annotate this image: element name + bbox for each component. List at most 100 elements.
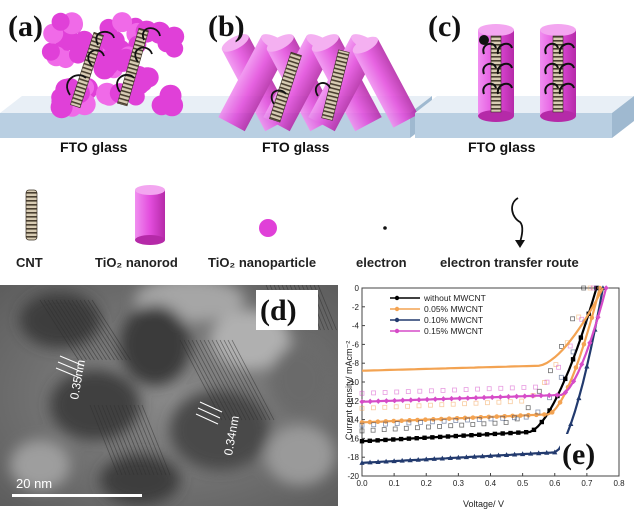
dark-series-marker xyxy=(370,427,376,433)
dark-series-marker xyxy=(371,390,377,396)
fringe-line xyxy=(187,339,231,421)
series-marker xyxy=(375,398,381,404)
fringe-line xyxy=(313,285,333,331)
series-marker xyxy=(528,450,534,456)
lattice-spacing-marker-2 xyxy=(195,401,223,425)
series-marker xyxy=(391,397,398,404)
dark-series-marker xyxy=(405,403,411,409)
electron-route-arrows-c xyxy=(482,42,575,95)
fringe-line xyxy=(75,299,115,361)
series-marker xyxy=(570,357,576,362)
x-tick-label: 0.2 xyxy=(421,479,433,488)
dark-series-marker xyxy=(418,419,424,425)
dark-series-marker xyxy=(536,388,542,394)
x-tick-label: 0.0 xyxy=(356,479,368,488)
dark-series-marker xyxy=(500,415,506,421)
x-tick-label: 0.1 xyxy=(389,479,401,488)
lattice-spacing-label-2: 0.34nm xyxy=(221,415,242,457)
dark-series-marker xyxy=(426,424,431,430)
fringe-line xyxy=(137,404,167,476)
legend-electron-label: electron xyxy=(356,255,407,270)
nanoparticle xyxy=(159,84,182,107)
dark-series-marker xyxy=(470,422,476,427)
series-marker xyxy=(547,408,552,413)
series-marker xyxy=(375,419,381,425)
dark-series-marker xyxy=(370,405,376,411)
x-tick-label: 0.3 xyxy=(453,479,465,488)
legend-marker xyxy=(394,317,400,323)
dark-series-marker xyxy=(359,405,365,411)
series-marker xyxy=(414,436,419,441)
dark-series-marker xyxy=(486,386,492,392)
scale-bar-label: 20 nm xyxy=(16,476,52,491)
series-marker xyxy=(497,394,503,400)
dark-series-marker xyxy=(359,390,365,396)
series-marker xyxy=(383,419,389,424)
series-marker xyxy=(391,437,396,442)
fringe-line xyxy=(199,339,243,421)
fringe-line xyxy=(51,299,91,361)
fringe-line xyxy=(183,339,227,421)
series-marker xyxy=(544,449,550,455)
dark-series-marker xyxy=(382,404,388,410)
series-marker xyxy=(383,437,388,443)
dark-series-marker xyxy=(594,285,599,291)
dark-series-marker xyxy=(488,416,494,422)
series-marker xyxy=(531,427,537,433)
y-tick-label: -4 xyxy=(352,322,360,331)
component-legend: CNT TiO₂ nanorod TiO₂ nanoparticle elect… xyxy=(16,185,579,270)
series-marker xyxy=(423,456,429,462)
series-marker xyxy=(557,400,563,405)
dark-series-marker xyxy=(383,421,388,427)
series-marker xyxy=(587,340,593,346)
dark-series-marker xyxy=(416,403,422,409)
dark-series-marker xyxy=(393,404,399,410)
dark-series-marker xyxy=(544,379,550,385)
dark-series-marker xyxy=(441,418,447,424)
series-marker xyxy=(432,396,438,403)
dark-series-marker xyxy=(535,409,541,415)
series-marker xyxy=(359,460,365,465)
panel-d-label: (d) xyxy=(260,294,297,327)
dark-series-marker xyxy=(462,401,468,407)
fringe-line xyxy=(43,299,83,361)
series-marker xyxy=(594,285,599,291)
dark-series-marker xyxy=(481,421,487,427)
fringe-line xyxy=(211,339,255,421)
dark-series-marker xyxy=(394,389,400,395)
fringe-line xyxy=(105,404,135,476)
legend-nanorod-label: TiO₂ nanorod xyxy=(95,255,178,270)
dark-series-marker xyxy=(509,385,515,391)
fringe-line xyxy=(67,299,107,361)
dark-series-marker xyxy=(359,422,365,428)
legend-marker xyxy=(394,295,400,301)
dark-series-marker xyxy=(463,387,469,393)
series-marker xyxy=(538,392,544,399)
fringe-line xyxy=(203,339,247,421)
series-marker xyxy=(439,455,445,461)
dark-series-marker xyxy=(453,418,459,424)
series-marker xyxy=(511,451,518,457)
dark-series-marker xyxy=(475,386,481,392)
tilted-nanorods-b xyxy=(218,34,419,132)
nanoparticle xyxy=(112,12,133,33)
dark-series-marker xyxy=(484,400,490,406)
series-marker xyxy=(500,431,505,436)
fringe-line xyxy=(89,404,119,476)
series-marker xyxy=(431,456,437,461)
series-marker xyxy=(367,419,373,425)
fringe-line xyxy=(113,404,143,476)
legend-marker xyxy=(394,328,400,334)
fringe-line xyxy=(133,404,163,476)
series-marker xyxy=(508,430,513,436)
series-marker xyxy=(416,396,422,403)
dark-series-marker xyxy=(492,420,498,426)
panel-a-schematic: (a) FTO glass xyxy=(0,10,232,155)
dark-series-marker xyxy=(448,423,454,429)
y-tick-label: -20 xyxy=(347,472,359,481)
series-marker xyxy=(503,452,510,457)
series-marker xyxy=(514,393,520,400)
series-marker xyxy=(446,416,452,421)
series-marker xyxy=(424,396,430,403)
